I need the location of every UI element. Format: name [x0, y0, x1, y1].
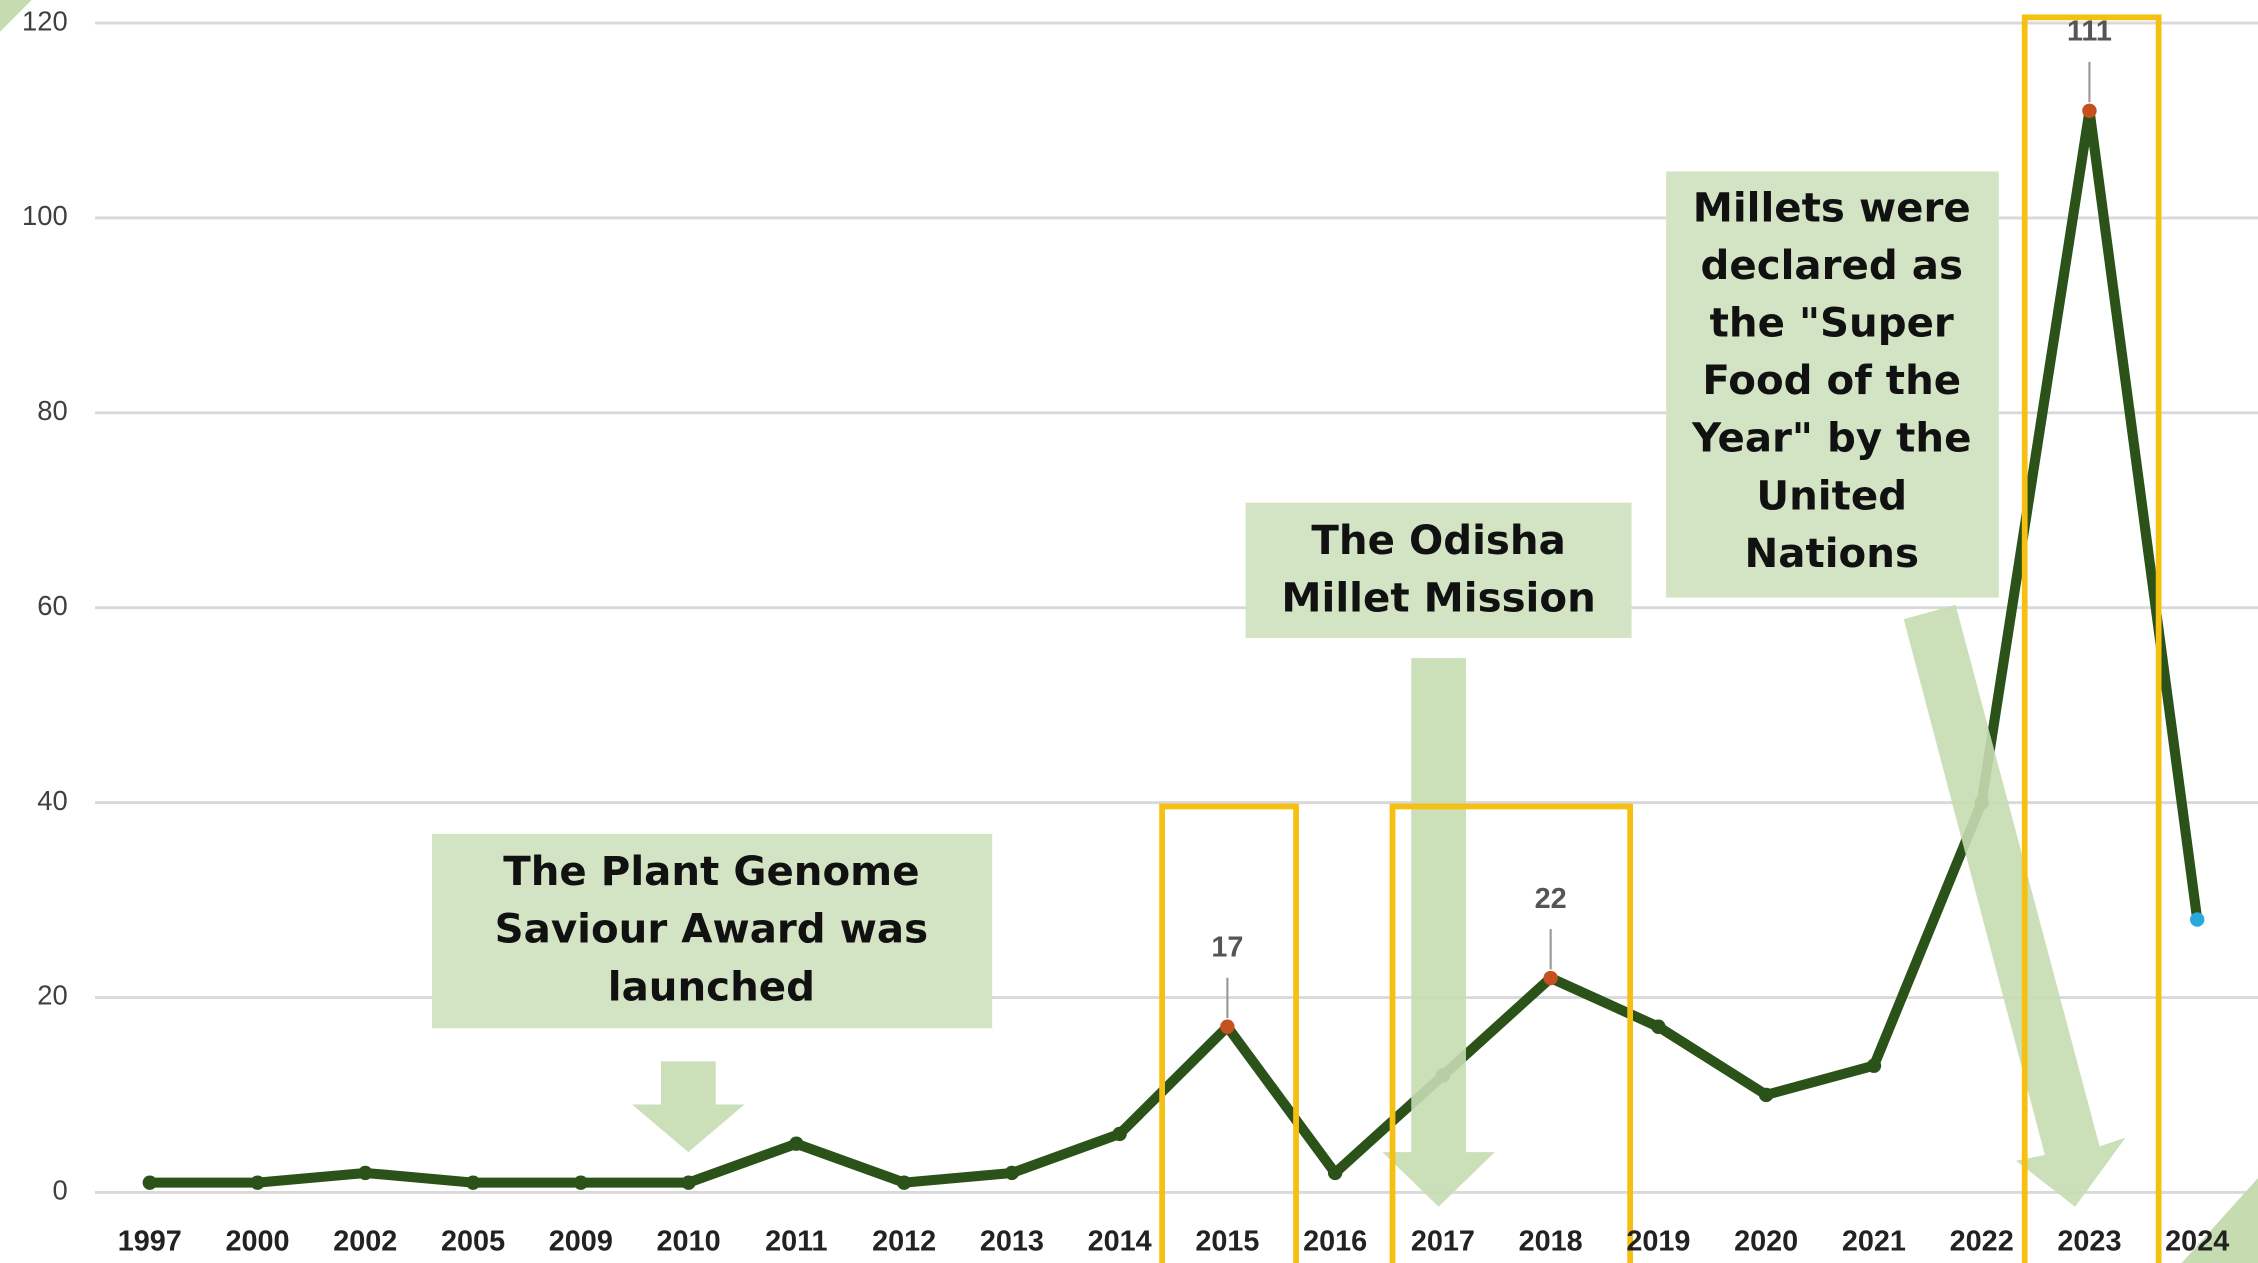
annotation-text: The Odisha: [1311, 517, 1565, 564]
annotation-text: United: [1756, 472, 1907, 519]
x-tick-label: 2005: [441, 1225, 505, 1257]
x-tick-label: 2017: [1411, 1225, 1475, 1257]
x-tick-label: 2000: [226, 1225, 290, 1257]
arrow: [632, 1061, 745, 1153]
data-point: [789, 1136, 804, 1151]
data-label: 111: [2067, 16, 2112, 48]
data-point: [1866, 1058, 1882, 1073]
corner-decoration: [0, 0, 32, 32]
annotation-text: declared as: [1701, 242, 1963, 289]
y-tick-label: 60: [37, 590, 67, 621]
annotation-text: Food of the: [1702, 357, 1961, 404]
data-point: [250, 1175, 265, 1190]
annotation-text: Saviour Award was: [495, 906, 928, 953]
highlight-frame: [1159, 803, 1299, 1263]
annotation-box: [1245, 502, 1632, 638]
arrow: [1382, 658, 1495, 1207]
x-tick-label: 2015: [1195, 1225, 1259, 1257]
data-point: [573, 1175, 589, 1190]
x-tick-label: 2009: [549, 1225, 613, 1257]
x-tick-label: 2018: [1519, 1225, 1583, 1257]
annotation-text: Nations: [1745, 530, 1919, 577]
x-tick-label: 2012: [872, 1225, 936, 1257]
y-tick-label: 80: [37, 395, 67, 426]
x-tick-label: 2021: [1842, 1225, 1906, 1257]
data-point: [2190, 912, 2205, 927]
annotation-text: Year" by the: [1691, 415, 1971, 462]
data-point: [2082, 103, 2097, 118]
data-point: [358, 1165, 373, 1181]
x-tick-label: 2016: [1303, 1225, 1367, 1257]
annotation-text: The Plant Genome: [503, 848, 919, 895]
x-tick-label: 2019: [1626, 1225, 1690, 1257]
y-tick-label: 0: [52, 1175, 67, 1206]
annotation-box: [1666, 171, 1999, 598]
x-tick-label: 2023: [2057, 1225, 2121, 1257]
data-point: [896, 1175, 912, 1190]
data-line: [149, 105, 2203, 1188]
data-point: [1543, 970, 1558, 986]
arrow: [1903, 604, 2126, 1207]
x-tick-label: 2010: [657, 1225, 721, 1257]
data-point: [1112, 1126, 1127, 1142]
data-label: 22: [1535, 883, 1567, 915]
annotation-text: Millet Mission: [1281, 575, 1595, 622]
annotations: 1997 2000 2002 2005 2009 2010 2011 2012 2013 2014…: [118, 14, 2258, 1263]
annotation-text: launched: [608, 963, 815, 1010]
x-tick-label: 2002: [333, 1225, 397, 1257]
data-point: [1327, 1165, 1343, 1181]
x-tick-label: 2014: [1088, 1225, 1152, 1257]
data-point: [1651, 1019, 1666, 1034]
y-tick-label: 40: [37, 785, 67, 816]
plot: 0 20 40 60 80 100 120: [22, 5, 2258, 1206]
x-tick-label: 1997: [118, 1225, 182, 1257]
x-tick-label: 2011: [765, 1225, 827, 1257]
y-tick-label: 120: [22, 5, 68, 36]
data-point: [1758, 1087, 1774, 1103]
highlight-frame: [1389, 803, 1634, 1263]
x-tick-label: 2013: [980, 1225, 1044, 1257]
data-point: [1220, 1019, 1235, 1034]
x-tick-label: 2020: [1734, 1225, 1798, 1257]
y-tick-label: 20: [37, 980, 67, 1011]
data-point: [1004, 1165, 1020, 1181]
annotation-box: [432, 833, 993, 1029]
data-point: [142, 1175, 157, 1190]
data-label: 17: [1211, 932, 1243, 964]
annotation-text: Millets were: [1693, 184, 1971, 231]
annotation-text: the "Super: [1710, 299, 1954, 346]
data-point: [681, 1175, 696, 1190]
y-tick-label: 100: [22, 200, 68, 231]
x-tick-label: 2024: [2165, 1225, 2229, 1257]
highlight-frame: [2021, 14, 2162, 1263]
data-point: [465, 1175, 481, 1190]
x-tick-label: 2022: [1950, 1225, 2014, 1257]
